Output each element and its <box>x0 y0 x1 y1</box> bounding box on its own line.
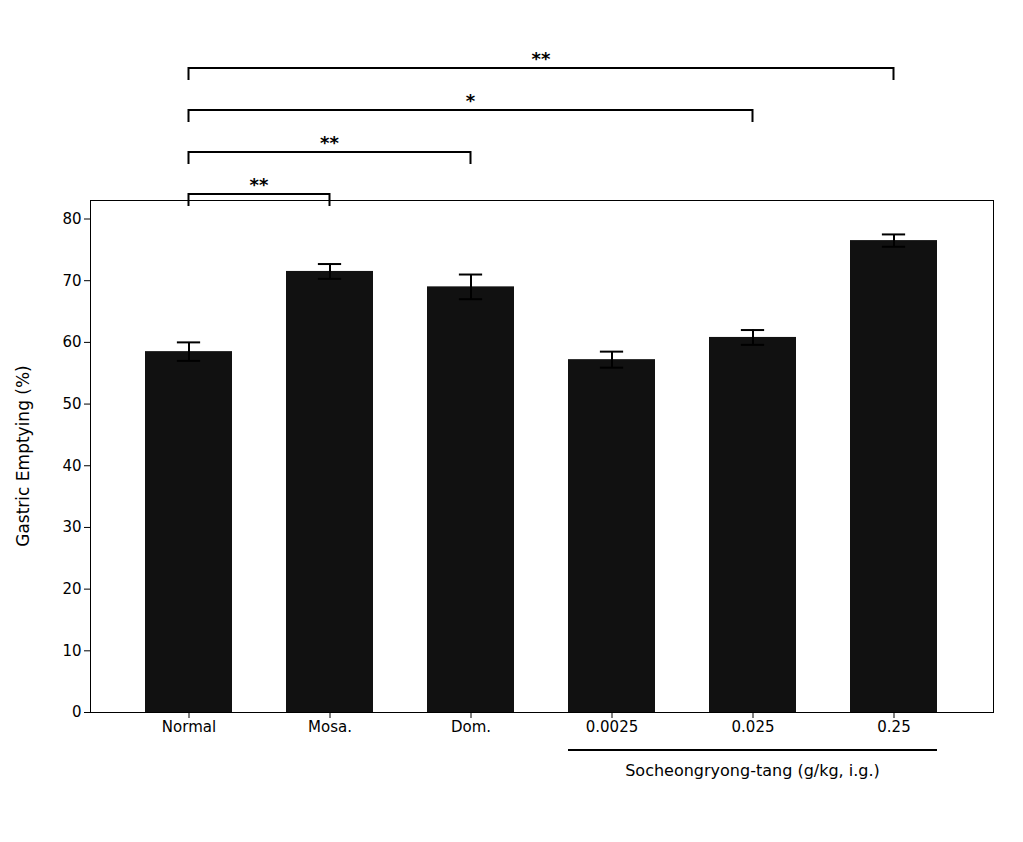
svg-text:Gastric Emptying (%): Gastric Emptying (%) <box>13 365 33 547</box>
svg-text:0.0025: 0.0025 <box>586 718 639 736</box>
svg-text:10: 10 <box>62 642 81 660</box>
svg-text:50: 50 <box>62 395 81 413</box>
svg-text:20: 20 <box>62 580 81 598</box>
svg-text:*: * <box>466 90 476 111</box>
svg-text:**: ** <box>320 132 339 153</box>
svg-text:80: 80 <box>62 210 81 228</box>
svg-text:Socheongryong-tang (g/kg, i.g.: Socheongryong-tang (g/kg, i.g.) <box>625 761 880 780</box>
svg-text:Normal: Normal <box>162 718 216 736</box>
svg-text:0.25: 0.25 <box>877 718 910 736</box>
svg-text:0.025: 0.025 <box>732 718 775 736</box>
svg-text:Mosa.: Mosa. <box>308 718 352 736</box>
svg-text:70: 70 <box>62 271 81 289</box>
svg-text:0: 0 <box>72 703 82 721</box>
svg-text:**: ** <box>250 174 269 195</box>
svg-text:60: 60 <box>62 333 81 351</box>
svg-text:40: 40 <box>62 457 81 475</box>
svg-text:30: 30 <box>62 518 81 536</box>
svg-text:**: ** <box>532 48 551 69</box>
svg-text:Dom.: Dom. <box>451 718 491 736</box>
